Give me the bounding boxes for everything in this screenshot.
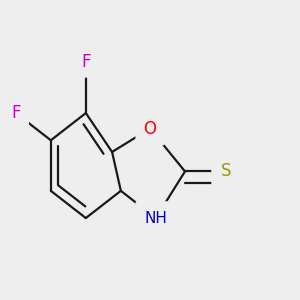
Text: F: F [81,53,91,71]
Text: NH: NH [144,211,167,226]
FancyBboxPatch shape [211,154,240,188]
Text: F: F [11,104,21,122]
FancyBboxPatch shape [73,47,99,78]
FancyBboxPatch shape [135,201,176,235]
FancyBboxPatch shape [3,98,29,128]
Text: S: S [220,162,231,180]
Text: O: O [143,120,157,138]
FancyBboxPatch shape [135,112,165,146]
